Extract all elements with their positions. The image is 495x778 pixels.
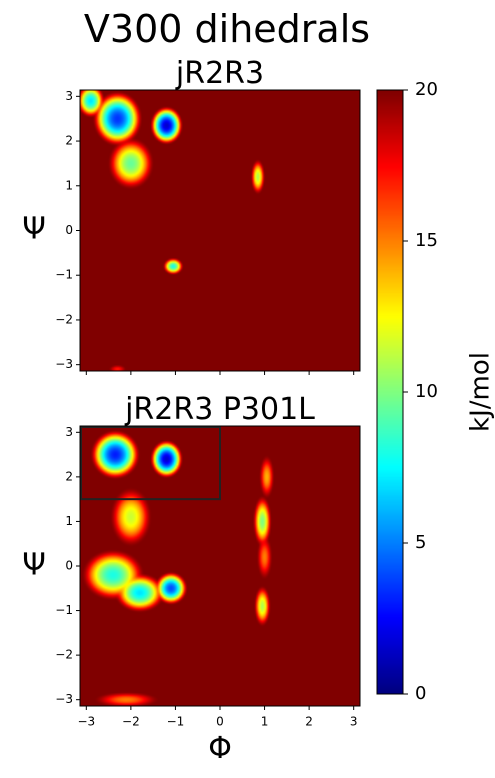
y-tick-label: 1 [65, 514, 73, 528]
y-tick-label: 2 [65, 469, 73, 483]
colorbar-label: kJ/mol [466, 352, 495, 432]
panel-bottom-ylabel: Ψ [22, 548, 46, 583]
y-tick-label: 3 [65, 89, 73, 103]
y-tick-label: 2 [65, 134, 73, 148]
x-tick-label: 1 [261, 715, 269, 729]
panel-bottom-ticks: −3 −2 −1 0 1 2 3 −3 −2 −1 0 1 2 3 [55, 425, 357, 729]
colorbar-tick-label: 5 [415, 532, 426, 553]
highlight-box [80, 426, 221, 501]
panel-top-heatmap: −3 −2 −1 0 1 2 3 [55, 89, 361, 375]
colorbar: 0 5 10 15 20 [376, 79, 438, 704]
heatmap-top-image [80, 90, 360, 371]
y-tick-label: 0 [65, 559, 73, 573]
y-tick-label: 3 [65, 425, 73, 439]
panel-top-ticks: −3 −2 −1 0 1 2 3 [55, 89, 355, 375]
x-tick-label: −2 [122, 715, 140, 729]
colorbar-tick-label: 15 [415, 230, 438, 251]
y-tick-label: −1 [55, 603, 73, 617]
panel-bottom-heatmap: −3 −2 −1 0 1 2 3 −3 −2 −1 0 1 2 3 [55, 425, 361, 729]
panel-top-title: jR2R3 [175, 56, 264, 91]
x-tick-label: 3 [350, 715, 358, 729]
colorbar-ticks: 0 5 10 15 20 [403, 79, 438, 704]
figure-title: V300 dihedrals [84, 7, 370, 51]
colorbar-tick-label: 20 [415, 79, 438, 100]
panel-bottom-title: jR2R3 P301L [124, 392, 315, 427]
panel-top-ylabel: Ψ [22, 212, 46, 247]
colorbar-tick-label: 0 [415, 683, 426, 704]
x-tick-label: 0 [216, 715, 224, 729]
x-tick-label: 2 [305, 715, 313, 729]
y-tick-label: −3 [55, 692, 73, 706]
colorbar-gradient [377, 90, 403, 694]
y-tick-label: −2 [55, 648, 73, 662]
y-tick-label: 1 [65, 178, 73, 192]
y-tick-label: 0 [65, 223, 73, 237]
x-tick-label: −3 [77, 715, 95, 729]
panel-bottom-xlabel: Φ [208, 731, 232, 766]
y-tick-label: −1 [55, 268, 73, 282]
y-tick-label: −2 [55, 312, 73, 326]
colorbar-tick-label: 10 [415, 381, 438, 402]
x-tick-label: −1 [167, 715, 185, 729]
y-tick-label: −3 [55, 357, 73, 371]
